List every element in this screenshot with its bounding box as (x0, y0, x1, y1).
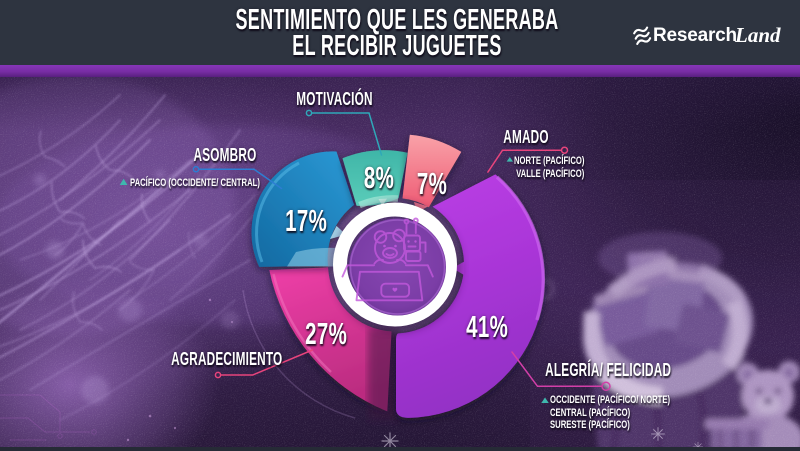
svg-text:Land: Land (734, 23, 781, 47)
svg-text:Research: Research (653, 25, 737, 46)
